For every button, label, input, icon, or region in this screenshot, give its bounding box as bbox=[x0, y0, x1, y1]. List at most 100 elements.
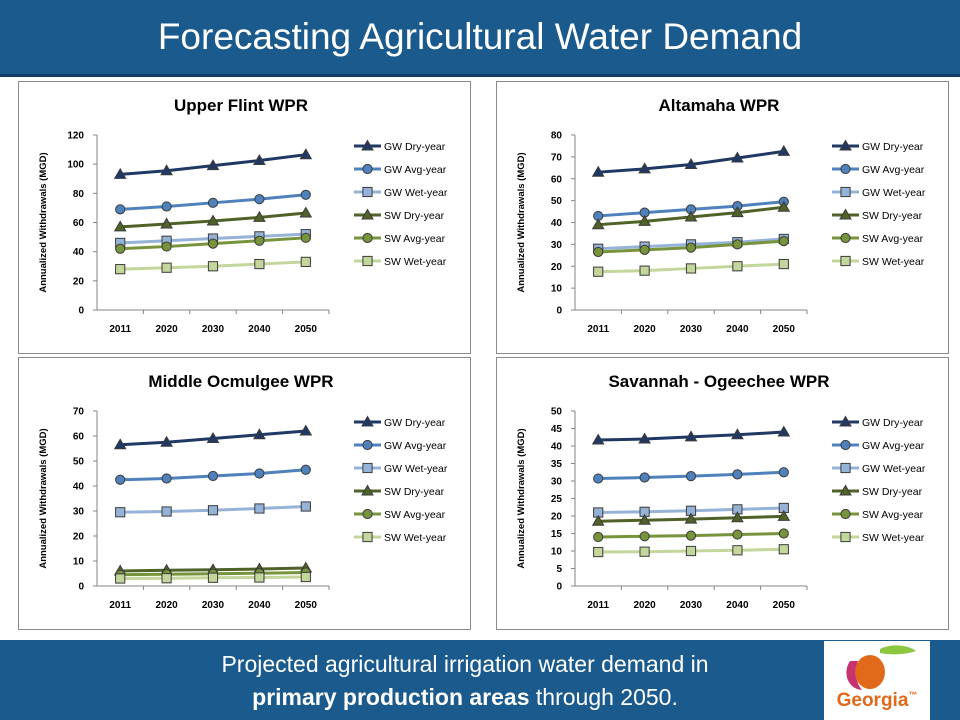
data-point-gw-dry-year bbox=[731, 428, 744, 440]
chart-middle-ocmulgee: Middle Ocmulgee WPR Annualized Withdrawal… bbox=[38, 372, 448, 611]
data-point-sw-dry-year bbox=[591, 514, 605, 526]
series-sw-wet-year bbox=[593, 544, 789, 558]
y-axis-label: Annualized Withdrawals (MGD) bbox=[38, 152, 49, 292]
y-tick-label: 20 bbox=[73, 532, 85, 543]
legend-marker bbox=[839, 139, 852, 151]
data-point-sw-avg-year bbox=[207, 238, 219, 249]
title-bar bbox=[0, 0, 960, 77]
chart-title: Savannah - Ogeechee WPR bbox=[608, 372, 829, 391]
legend-marker bbox=[840, 439, 851, 451]
x-tick-label: 2011 bbox=[109, 324, 131, 335]
data-point-gw-wet-year bbox=[161, 506, 172, 517]
x-tick-label: 2050 bbox=[295, 600, 318, 611]
data-point-sw-wet-year bbox=[115, 573, 126, 584]
data-point-sw-avg-year bbox=[685, 242, 697, 253]
series-sw-wet-year bbox=[115, 571, 311, 584]
data-point-sw-dry-year bbox=[299, 206, 313, 218]
data-point-gw-avg-year bbox=[254, 194, 265, 205]
legend-label: GW Avg-year bbox=[384, 164, 447, 176]
y-tick-label: 25 bbox=[551, 494, 563, 505]
x-tick-label: 2030 bbox=[680, 324, 703, 335]
data-point-sw-wet-year bbox=[732, 545, 743, 556]
data-point-gw-avg-year bbox=[685, 471, 697, 482]
data-point-gw-dry-year bbox=[777, 425, 791, 437]
series-gw-wet-year bbox=[115, 501, 311, 518]
legend-item-sw-dry-year: SW Dry-year bbox=[354, 484, 445, 498]
data-point-sw-wet-year bbox=[639, 265, 650, 276]
data-point-gw-dry-year bbox=[253, 154, 266, 166]
y-tick-label: 10 bbox=[73, 557, 85, 568]
data-point-gw-wet-year bbox=[207, 505, 219, 516]
data-point-gw-dry-year bbox=[253, 428, 266, 440]
y-tick-label: 35 bbox=[551, 459, 563, 470]
data-point-sw-dry-year bbox=[638, 214, 651, 226]
legend-label: GW Wet-year bbox=[384, 187, 448, 199]
series-sw-avg-year bbox=[593, 528, 789, 543]
legend-item-gw-avg-year: GW Avg-year bbox=[832, 439, 925, 452]
data-point-gw-dry-year bbox=[160, 435, 173, 447]
data-point-sw-wet-year bbox=[639, 546, 650, 557]
y-tick-label: 20 bbox=[551, 262, 563, 273]
data-point-sw-avg-year bbox=[115, 243, 126, 254]
legend-marker bbox=[361, 208, 374, 220]
data-point-sw-wet-year bbox=[300, 256, 311, 267]
x-tick-label: 2020 bbox=[155, 324, 178, 335]
data-point-sw-wet-year bbox=[161, 262, 172, 273]
x-tick-label: 2050 bbox=[773, 600, 796, 611]
data-point-gw-avg-year bbox=[115, 474, 126, 485]
legend-label: GW Dry-year bbox=[862, 417, 924, 429]
y-tick-label: 100 bbox=[67, 160, 84, 171]
legend-marker bbox=[361, 139, 374, 151]
legend-label: SW Dry-year bbox=[384, 486, 445, 498]
footer-line-2: primary production areas through 2050. bbox=[0, 681, 930, 714]
legend-label: SW Avg-year bbox=[384, 509, 446, 521]
legend-marker bbox=[361, 415, 374, 427]
x-tick-label: 2040 bbox=[248, 324, 271, 335]
series-gw-avg-year bbox=[115, 464, 311, 485]
series-gw-dry-year bbox=[591, 144, 791, 177]
logo-name: Georgia bbox=[836, 690, 909, 711]
data-point-gw-dry-year bbox=[113, 167, 127, 179]
data-point-sw-dry-year bbox=[684, 210, 698, 222]
data-point-sw-wet-year bbox=[685, 545, 697, 557]
footer-bold-text: primary production areas bbox=[252, 684, 530, 710]
data-point-sw-dry-year bbox=[731, 206, 744, 218]
data-point-gw-avg-year bbox=[161, 473, 172, 484]
series-gw-dry-year bbox=[113, 424, 313, 450]
legend-marker bbox=[840, 232, 851, 244]
legend-label: SW Wet-year bbox=[862, 532, 925, 544]
legend-marker bbox=[362, 508, 373, 520]
y-tick-label: 30 bbox=[551, 240, 563, 251]
legend-item-sw-avg-year: SW Avg-year bbox=[354, 508, 446, 521]
legend-item-gw-wet-year: GW Wet-year bbox=[354, 186, 448, 199]
data-point-sw-dry-year bbox=[777, 200, 791, 212]
legend-label: GW Dry-year bbox=[862, 141, 924, 153]
chart-upper-flint: Upper Flint WPR Annualized Withdrawals (M… bbox=[38, 96, 448, 335]
x-tick-label: 2011 bbox=[587, 600, 609, 611]
legend-label: GW Dry-year bbox=[384, 417, 446, 429]
legend-marker bbox=[840, 186, 851, 198]
legend-item-gw-dry-year: GW Dry-year bbox=[832, 415, 924, 429]
legend-item-sw-avg-year: SW Avg-year bbox=[832, 508, 924, 521]
data-point-gw-avg-year bbox=[254, 468, 265, 479]
series-gw-dry-year bbox=[591, 425, 791, 445]
data-point-sw-avg-year bbox=[300, 232, 311, 243]
data-point-sw-avg-year bbox=[593, 246, 604, 258]
y-tick-label: 10 bbox=[551, 284, 563, 295]
legend-item-sw-wet-year: SW Wet-year bbox=[832, 531, 925, 544]
series-sw-wet-year bbox=[115, 256, 311, 275]
data-point-gw-avg-year bbox=[639, 472, 650, 483]
data-point-gw-dry-year bbox=[684, 430, 698, 442]
series-sw-dry-year bbox=[591, 200, 791, 230]
legend-item-sw-dry-year: SW Dry-year bbox=[354, 208, 445, 222]
peach-body-shape bbox=[855, 655, 885, 689]
data-point-gw-avg-year bbox=[161, 201, 172, 212]
data-point-sw-dry-year bbox=[113, 220, 127, 232]
legend-label: GW Avg-year bbox=[384, 440, 447, 452]
series-sw-avg-year bbox=[593, 235, 789, 258]
footer-caption: Projected agricultural irrigation water … bbox=[0, 648, 930, 714]
data-point-gw-avg-year bbox=[593, 473, 604, 484]
data-point-gw-wet-year bbox=[115, 507, 126, 518]
data-point-sw-wet-year bbox=[685, 263, 697, 274]
x-tick-label: 2040 bbox=[726, 600, 749, 611]
